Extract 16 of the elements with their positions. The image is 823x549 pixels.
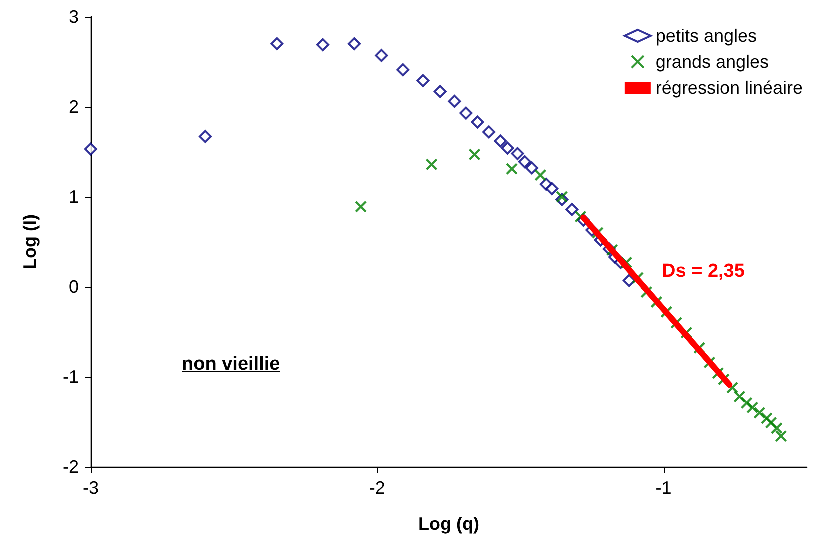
y-tick-label: -2	[62, 457, 79, 477]
y-axis-title: Log (I)	[20, 214, 40, 270]
x-tick-label: -3	[82, 478, 100, 498]
x-tick-label: -1	[656, 478, 672, 498]
y-tick-label: -1	[62, 367, 79, 387]
legend-label: régression linéaire	[656, 78, 803, 98]
annotation: non vieillie	[182, 354, 280, 377]
annotation: Ds = 2,35	[662, 261, 746, 282]
y-tick-label: 1	[68, 187, 79, 207]
legend-label: petits angles	[656, 26, 757, 46]
y-tick-label: 3	[68, 7, 79, 27]
y-tick-label: 2	[68, 97, 79, 117]
legend-label: grands angles	[656, 52, 770, 72]
x-tick-label: -2	[369, 478, 386, 498]
y-tick-label: 0	[68, 277, 79, 297]
x-axis-title: Log (q)	[418, 514, 480, 534]
